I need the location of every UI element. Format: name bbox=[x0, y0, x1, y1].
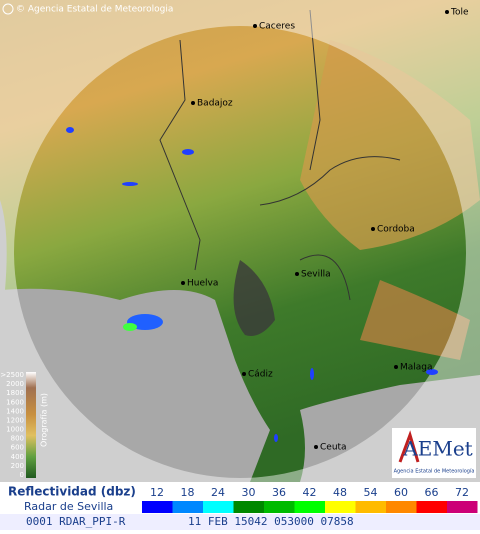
scale-label: 12 bbox=[150, 486, 164, 499]
orography-title: Orografía (m) bbox=[40, 393, 49, 447]
scale-swatch bbox=[142, 501, 173, 513]
orography-bar bbox=[26, 372, 36, 478]
city-marker bbox=[445, 10, 449, 14]
city-label: Cordoba bbox=[377, 225, 415, 235]
borders bbox=[159, 9, 401, 301]
valley bbox=[233, 260, 275, 336]
scale-swatch bbox=[294, 501, 325, 513]
footer: 0001 RDAR_PPI-R 11 FEB 15042 053000 0785… bbox=[0, 514, 480, 530]
scale-label: 72 bbox=[455, 486, 469, 499]
orography-level: 600 bbox=[11, 444, 24, 452]
orography-level: 800 bbox=[11, 435, 24, 443]
city-label: Badajoz bbox=[197, 99, 233, 109]
map bbox=[0, 0, 480, 482]
city-label: Cádiz bbox=[248, 370, 273, 380]
scale-label: 30 bbox=[242, 486, 256, 499]
city-label: Tole bbox=[450, 8, 469, 18]
city-marker bbox=[242, 372, 246, 376]
city-label: Huelva bbox=[187, 279, 218, 289]
legend-subtitle: Radar de Sevilla bbox=[24, 500, 113, 513]
scale-swatch bbox=[447, 501, 478, 513]
scale-label: 66 bbox=[425, 486, 439, 499]
scale-swatch bbox=[386, 501, 417, 513]
logo-mark bbox=[398, 430, 420, 463]
orography-levels: >250020001800160014001200100080060040020… bbox=[0, 371, 24, 479]
city-marker bbox=[191, 101, 195, 105]
copyright-icon bbox=[2, 3, 14, 15]
city-label: Malaga bbox=[400, 363, 433, 373]
aemet-logo: AEMet Agencia Estatal de Meteorología bbox=[392, 428, 476, 478]
orography-level: 400 bbox=[11, 453, 24, 461]
scale-label: 48 bbox=[333, 486, 347, 499]
city-marker bbox=[253, 24, 257, 28]
city-label: Ceuta bbox=[320, 443, 347, 453]
scale: 12 18 24 30 36 42 48 54 60 66 72 bbox=[142, 486, 478, 513]
city-marker bbox=[371, 227, 375, 231]
copyright: © Agencia Estatal de Meteorologia bbox=[16, 5, 173, 15]
orography-level: 1200 bbox=[6, 416, 24, 424]
city-label: Caceres bbox=[259, 22, 295, 32]
scale-label: 42 bbox=[303, 486, 317, 499]
scale-swatch bbox=[264, 501, 295, 513]
logo-name: AEMet bbox=[402, 437, 472, 461]
highland bbox=[300, 40, 480, 250]
scale-label: 54 bbox=[364, 486, 378, 499]
orography-level: >2500 bbox=[0, 371, 24, 379]
cities: Caceres Tole Badajoz Cordoba Sevilla Huelva Cá… bbox=[181, 8, 469, 453]
orography-level: 1800 bbox=[6, 389, 24, 397]
logo-subtitle: Agencia Estatal de Meteorología bbox=[394, 468, 475, 475]
city-marker bbox=[295, 272, 299, 276]
scale-swatch bbox=[203, 501, 234, 513]
orography-legend: Orografía (m) >2500200018001600140012001… bbox=[0, 371, 48, 479]
echoes bbox=[66, 127, 438, 442]
city-marker bbox=[394, 365, 398, 369]
scale-swatch bbox=[172, 501, 203, 513]
scale-swatch bbox=[233, 501, 264, 513]
orography-level: 1400 bbox=[6, 407, 24, 415]
reflectivity-legend: Reflectividad (dbz) Radar de Sevilla 12 1… bbox=[0, 482, 480, 514]
legend-title: Reflectividad (dbz) bbox=[8, 485, 136, 499]
orography-level: 0 bbox=[20, 471, 24, 479]
atlantic bbox=[0, 200, 7, 290]
scale-label: 60 bbox=[394, 486, 408, 499]
scale-swatch bbox=[325, 501, 356, 513]
scale-swatch bbox=[416, 501, 447, 513]
orography-level: 1600 bbox=[6, 398, 24, 406]
product: 0001 RDAR_PPI-R bbox=[26, 515, 126, 528]
sea bbox=[0, 288, 270, 482]
city-label: Sevilla bbox=[301, 270, 331, 280]
orography-level: 1000 bbox=[6, 426, 24, 434]
orography-level: 200 bbox=[11, 462, 24, 470]
mountains bbox=[360, 280, 470, 360]
footer-bg bbox=[0, 514, 480, 530]
header: © Agencia Estatal de Meteorologia bbox=[2, 3, 173, 15]
timestamp: 11 FEB 15042 053000 07858 bbox=[188, 515, 354, 528]
scale-label: 18 bbox=[181, 486, 195, 499]
city-marker bbox=[181, 281, 185, 285]
scale-swatch bbox=[355, 501, 386, 513]
scale-label: 24 bbox=[211, 486, 225, 499]
scale-label: 36 bbox=[272, 486, 286, 499]
logo-box bbox=[392, 428, 476, 478]
orography-level: 2000 bbox=[6, 380, 24, 388]
city-marker bbox=[314, 445, 318, 449]
